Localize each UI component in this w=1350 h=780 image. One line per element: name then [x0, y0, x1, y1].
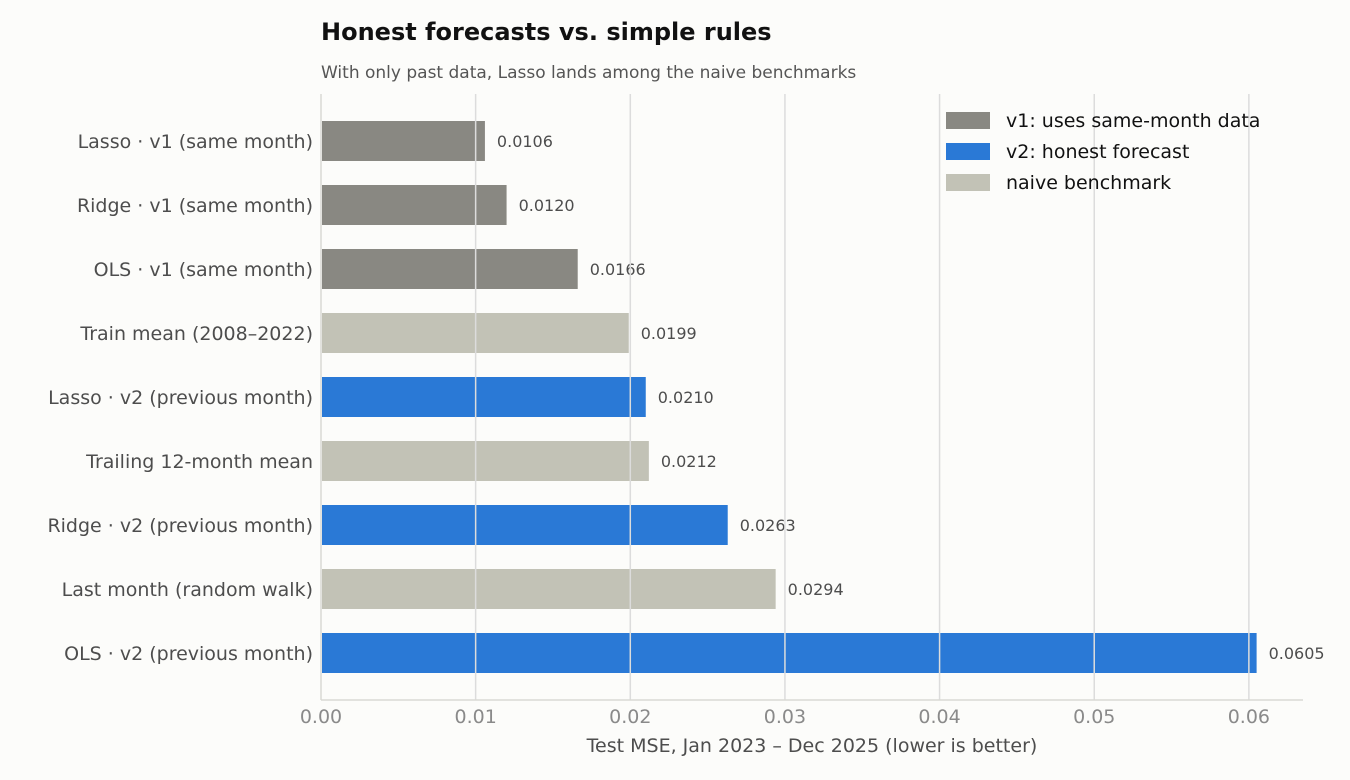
x-axis-label: Test MSE, Jan 2023 – Dec 2025 (lower is … — [586, 735, 1038, 757]
value-label-1: 0.0106 — [497, 132, 553, 151]
legend-label-naive: naive benchmark — [1006, 172, 1171, 194]
value-label-7: 0.0263 — [740, 516, 796, 535]
legend-swatch-naive — [946, 174, 990, 191]
value-label-5: 0.0210 — [658, 388, 714, 407]
chart-title: Honest forecasts vs. simple rules — [321, 18, 772, 46]
gridlines — [474, 94, 1250, 700]
category-label-7: Ridge · v2 (previous month) — [47, 515, 313, 537]
legend-label-v1: v1: uses same-month data — [1006, 110, 1260, 132]
x-tick-label-7: 0.06 — [1228, 706, 1270, 728]
bar-3 — [322, 249, 578, 289]
bar-7 — [322, 505, 728, 545]
legend-label-v2: v2: honest forecast — [1006, 141, 1189, 163]
category-label-3: OLS · v1 (same month) — [94, 259, 313, 281]
legend[interactable]: v1: uses same-month data v2: honest forec… — [946, 110, 1260, 194]
bar-9 — [322, 633, 1257, 673]
category-label-5: Lasso · v2 (previous month) — [48, 387, 313, 409]
chart-subtitle: With only past data, Lasso lands among t… — [321, 63, 857, 83]
category-label-1: Lasso · v1 (same month) — [78, 131, 313, 153]
bar-1 — [322, 121, 485, 161]
category-label-2: Ridge · v1 (same month) — [77, 195, 313, 217]
value-label-4: 0.0199 — [641, 324, 697, 343]
value-label-9: 0.0605 — [1269, 644, 1325, 663]
x-tick-label-4: 0.03 — [764, 706, 806, 728]
bar-5 — [322, 377, 646, 417]
value-label-8: 0.0294 — [788, 580, 844, 599]
value-label-2: 0.0120 — [519, 196, 575, 215]
legend-swatch-v1 — [946, 112, 990, 129]
category-label-6: Trailing 12-month mean — [85, 451, 313, 473]
value-label-6: 0.0212 — [661, 452, 717, 471]
x-tick-label-2: 0.01 — [454, 706, 496, 728]
x-tick-label-3: 0.02 — [609, 706, 651, 728]
bar-2 — [322, 185, 507, 225]
category-label-4: Train mean (2008–2022) — [79, 323, 313, 345]
value-label-3: 0.0166 — [590, 260, 646, 279]
bar-8 — [322, 569, 776, 609]
category-label-8: Last month (random walk) — [62, 579, 313, 601]
bars: 0.0106 0.0120 0.0166 0.0199 0.0210 0.0212 0.02… — [322, 121, 1325, 673]
x-tick-label-6: 0.05 — [1073, 706, 1115, 728]
legend-swatch-v2 — [946, 143, 990, 160]
x-tick-label-1: 0.00 — [300, 706, 342, 728]
axes: Lasso · v1 (same month) Ridge · v1 (same … — [47, 94, 1303, 728]
x-tick-label-5: 0.04 — [918, 706, 960, 728]
category-label-9: OLS · v2 (previous month) — [64, 643, 313, 665]
bar-6 — [322, 441, 649, 481]
